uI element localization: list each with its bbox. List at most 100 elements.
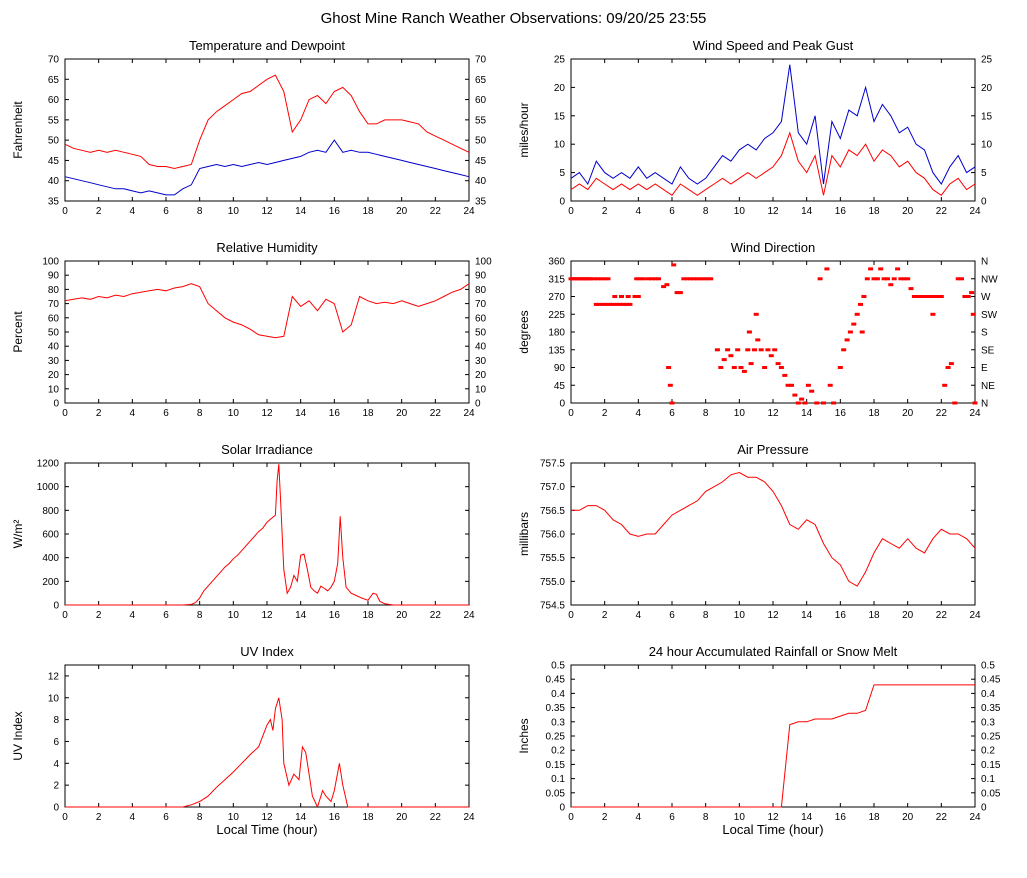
y-tick-label-right: 30 xyxy=(475,356,487,367)
x-tick-label: 24 xyxy=(969,610,981,621)
x-tick-label: 20 xyxy=(902,610,914,621)
y-tick-label: 55 xyxy=(48,115,60,126)
x-tick-label: 16 xyxy=(835,812,847,823)
y-tick-label: 800 xyxy=(42,506,59,517)
y-tick-label: 60 xyxy=(48,313,60,324)
scatter-point xyxy=(901,277,907,281)
y-tick-label-right: 10 xyxy=(475,384,487,395)
chart-air-pressure: Air Pressure 0 2 4 6 8 10 12 14 16 18 20 22 24 754.5 75… xyxy=(513,437,1019,637)
x-tick-label: 0 xyxy=(62,610,68,621)
y-tick-label: 30 xyxy=(48,356,60,367)
scatter-point xyxy=(698,277,704,281)
x-tick-label: 20 xyxy=(396,610,408,621)
scatter-point xyxy=(895,267,901,271)
scatter-point xyxy=(854,312,860,316)
y-tick-label: 0 xyxy=(53,601,59,612)
y-tick-label: 0.2 xyxy=(551,746,565,757)
scatter-point xyxy=(885,277,890,281)
scatter-point xyxy=(588,277,594,281)
x-tick-label: 10 xyxy=(228,408,240,419)
scatter-point xyxy=(945,366,951,369)
x-tick-label: 16 xyxy=(835,610,847,621)
scatter-point xyxy=(795,401,801,405)
scatter-point xyxy=(649,277,655,281)
x-tick-label: 8 xyxy=(197,408,203,419)
scatter-point xyxy=(731,366,737,369)
scatter-point xyxy=(785,383,791,387)
y-tick-label: 8 xyxy=(53,715,59,726)
x-tick-label: 20 xyxy=(902,812,914,823)
scatter-point xyxy=(881,277,887,281)
y-tick-label: 6 xyxy=(53,737,59,748)
x-tick-label: 14 xyxy=(295,206,307,217)
scatter-point xyxy=(610,302,616,306)
series-line xyxy=(570,131,976,196)
scatter-point xyxy=(915,295,921,298)
scatter-point xyxy=(864,277,870,281)
scatter-point xyxy=(714,348,720,352)
x-tick-label: 14 xyxy=(801,812,813,823)
scatter-point xyxy=(708,277,714,281)
y-tick-label: 65 xyxy=(48,75,60,86)
x-tick-label: 4 xyxy=(636,812,642,823)
y-tick-label: 45 xyxy=(554,381,566,392)
x-tick-label: 4 xyxy=(636,610,642,621)
x-tick-label: 24 xyxy=(969,812,981,823)
y-tick-label: 20 xyxy=(48,370,60,381)
chart-title: Air Pressure xyxy=(737,442,809,457)
y-axis-label: Inches xyxy=(517,718,531,753)
x-tick-label: 22 xyxy=(936,206,948,217)
y-axis-label: Fahrenheit xyxy=(11,101,25,159)
x-tick-label: 0 xyxy=(568,812,574,823)
scatter-point xyxy=(612,295,618,298)
x-tick-label: 24 xyxy=(463,812,475,823)
y-tick-label: 0.45 xyxy=(546,675,566,686)
scatter-point xyxy=(632,295,638,298)
chart-solar-irradiance: Solar Irradiance 0 2 4 6 8 10 12 14 16 18 20 22 24 0 20… xyxy=(7,437,513,637)
y-tick-label: 360 xyxy=(548,257,565,268)
scatter-point xyxy=(821,401,826,405)
y-tick-label: 25 xyxy=(554,55,566,66)
y-tick-label: 10 xyxy=(48,384,60,395)
scatter-point xyxy=(620,302,626,306)
x-tick-label: 14 xyxy=(295,812,307,823)
scatter-point xyxy=(625,295,631,298)
plot-frame xyxy=(64,58,470,202)
chart-canvas: 24 hour Accumulated Rainfall or Snow Mel… xyxy=(517,644,1001,837)
y-tick-label-right: 0.3 xyxy=(981,717,995,728)
x-tick-label: 16 xyxy=(329,408,341,419)
scatter-point xyxy=(677,291,683,295)
y-tick-label: 0.15 xyxy=(546,760,566,771)
x-tick-label: 8 xyxy=(703,206,709,217)
y-tick-label: 755.0 xyxy=(540,577,565,588)
y-tick-label: 755.5 xyxy=(540,553,565,564)
scatter-point xyxy=(671,263,677,267)
scatter-point xyxy=(755,338,761,342)
x-tick-label: 4 xyxy=(130,408,136,419)
x-tick-label: 22 xyxy=(430,610,442,621)
y-tick-label: 756.0 xyxy=(540,530,565,541)
scatter-point xyxy=(952,401,958,405)
scatter-point xyxy=(789,383,794,387)
x-tick-label: 10 xyxy=(228,812,240,823)
scatter-point xyxy=(925,295,931,298)
x-tick-label: 20 xyxy=(902,408,914,419)
y-axis-label: miles/hour xyxy=(517,102,531,157)
x-tick-label: 16 xyxy=(329,610,341,621)
scatter-point xyxy=(868,267,874,271)
chart-relative-humidity: Relative Humidity 0 2 4 6 8 10 12 14 16 18 20 22 24 0 0… xyxy=(7,235,513,435)
y-tick-label: 1000 xyxy=(37,482,60,493)
x-tick-label: 22 xyxy=(936,812,948,823)
scatter-point xyxy=(930,312,936,316)
scatter-point xyxy=(817,277,823,281)
y-tick-label-right: E xyxy=(981,363,988,374)
y-tick-label: 10 xyxy=(554,140,566,151)
x-tick-label: 20 xyxy=(396,812,408,823)
x-tick-label: 4 xyxy=(130,812,136,823)
y-tick-label-right: 0.35 xyxy=(981,703,1001,714)
y-tick-label: 0.1 xyxy=(551,774,565,785)
scatter-point xyxy=(762,366,768,369)
plot-frame xyxy=(64,664,470,808)
